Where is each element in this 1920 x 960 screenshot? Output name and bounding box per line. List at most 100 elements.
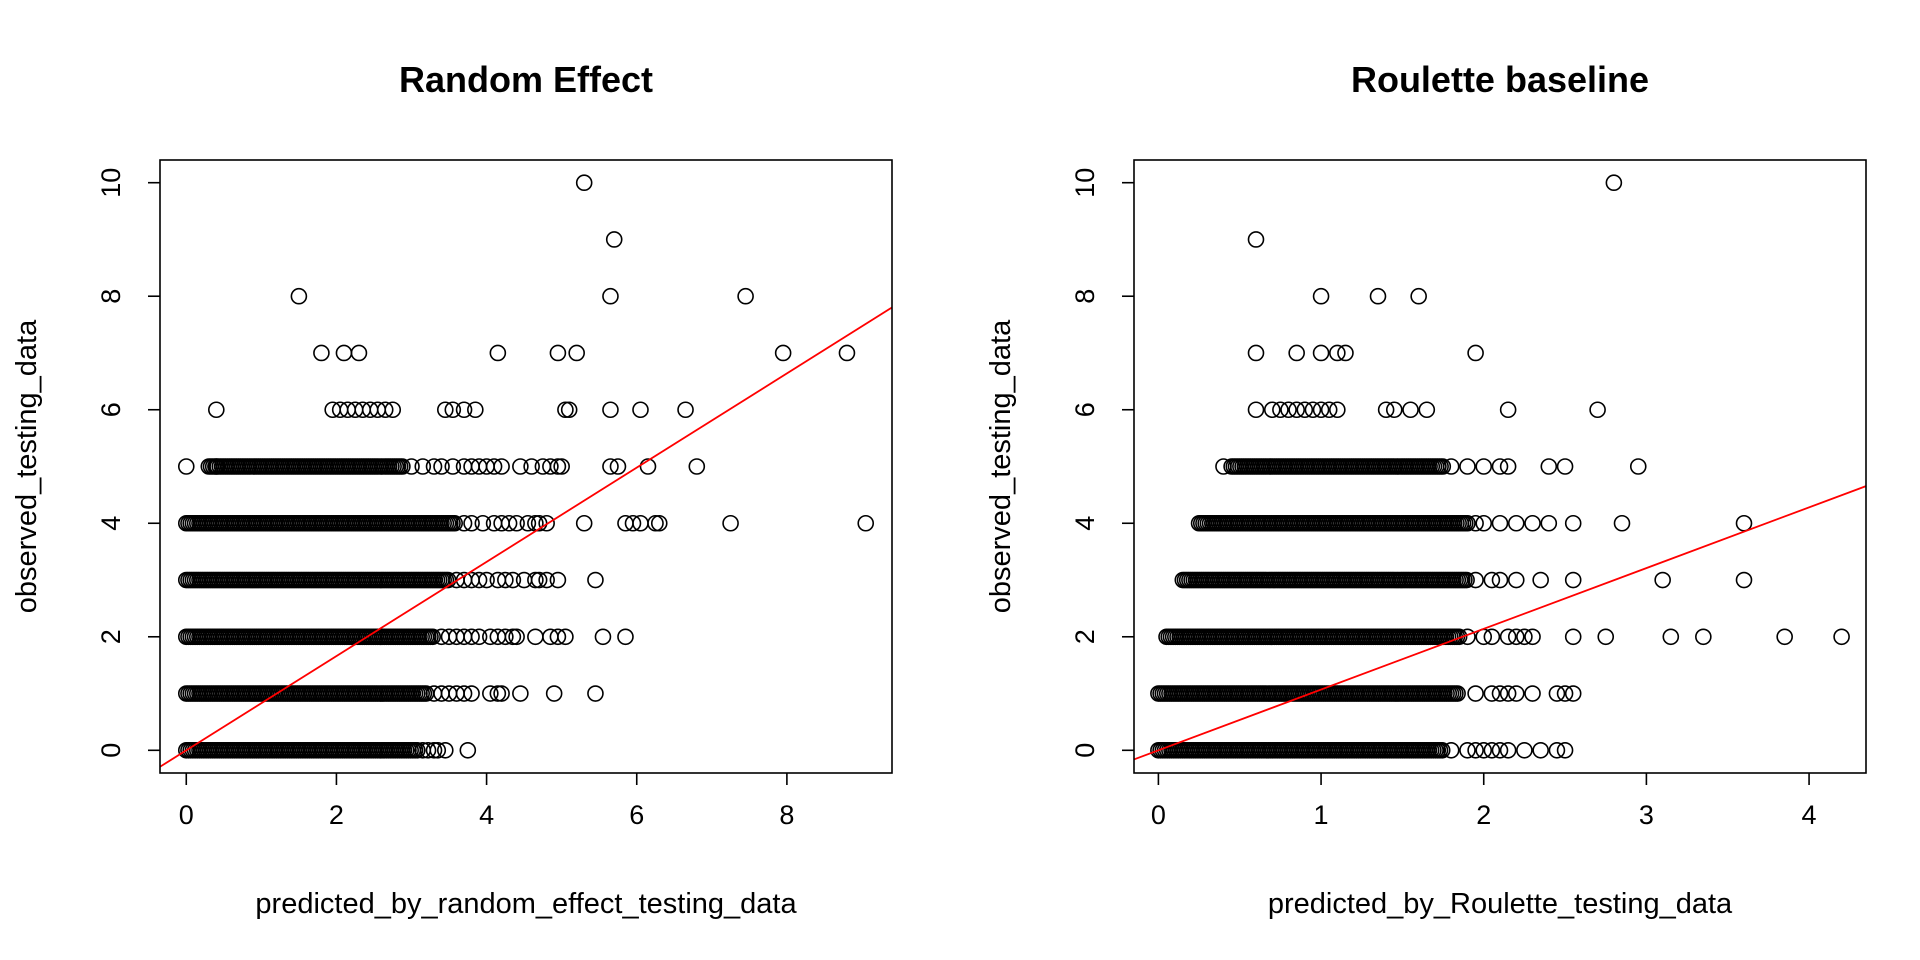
data-point <box>688 458 706 475</box>
data-point <box>560 401 578 419</box>
x-axis-label: predicted_by_Roulette_testing_data <box>1268 888 1733 920</box>
data-point <box>1329 344 1346 362</box>
data-point <box>1263 401 1281 419</box>
data-point <box>1695 628 1712 646</box>
data-point <box>350 344 368 362</box>
data-point <box>1548 741 1566 759</box>
y-tick-label: 4 <box>96 516 126 531</box>
data-point <box>478 571 495 589</box>
data-point <box>1507 685 1525 702</box>
data-point <box>424 628 441 646</box>
data-point <box>545 685 563 702</box>
data-point <box>1312 287 1330 305</box>
data-point <box>446 514 463 532</box>
y-tick-label: 0 <box>96 743 126 758</box>
data-point <box>523 458 540 475</box>
data-point <box>527 571 544 589</box>
data-point <box>455 514 473 532</box>
data-point <box>1459 741 1476 759</box>
data-point <box>587 685 604 702</box>
data-point <box>1247 231 1265 248</box>
data-point <box>1312 344 1330 362</box>
data-point <box>1337 344 1354 362</box>
data-point <box>542 458 559 475</box>
data-point <box>549 458 567 475</box>
data-point <box>1605 174 1623 192</box>
data-point <box>1491 685 1509 702</box>
x-tick-label: 6 <box>629 800 644 830</box>
data-point <box>313 344 330 362</box>
data-point <box>1499 401 1517 419</box>
data-point <box>549 571 567 589</box>
data-point <box>1467 514 1484 532</box>
data-point <box>500 514 518 532</box>
data-point <box>493 458 510 475</box>
data-point <box>1556 685 1574 702</box>
data-point <box>459 741 477 759</box>
data-point <box>177 458 195 475</box>
data-point <box>467 401 484 419</box>
data-point <box>1467 571 1484 589</box>
data-point <box>1385 401 1403 419</box>
x-tick-label: 8 <box>779 800 794 830</box>
data-point <box>512 458 529 475</box>
data-point <box>1833 628 1850 646</box>
data-point <box>1320 401 1338 419</box>
data-point <box>408 741 426 759</box>
data-point <box>538 571 555 589</box>
data-point <box>1483 741 1501 759</box>
chart-title: Random Effect <box>399 59 653 100</box>
y-tick-label: 0 <box>1070 743 1100 758</box>
data-point <box>376 401 394 419</box>
plot-frame <box>159 159 893 774</box>
data-point <box>436 741 454 759</box>
data-point <box>647 514 664 532</box>
data-point <box>429 741 447 759</box>
data-point <box>419 741 437 759</box>
data-point <box>1483 685 1501 702</box>
data-point <box>455 685 473 702</box>
data-point <box>1556 741 1574 759</box>
data-point <box>1613 514 1631 532</box>
data-point <box>208 401 225 419</box>
y-tick-label: 2 <box>96 629 126 644</box>
data-point <box>444 458 462 475</box>
data-point <box>602 401 619 419</box>
y-tick-label: 8 <box>1070 289 1100 304</box>
data-point <box>1483 571 1501 589</box>
data-point <box>857 514 875 532</box>
data-point <box>1450 628 1468 646</box>
data-point <box>1475 741 1493 759</box>
plot-frame <box>1133 159 1867 774</box>
data-point <box>470 571 488 589</box>
data-point <box>425 741 443 759</box>
data-point <box>1369 287 1387 305</box>
data-point <box>504 628 522 646</box>
data-point <box>575 514 593 532</box>
data-point <box>1304 401 1322 419</box>
panel-random-effect: Random Effect predicted_by_random_effect_… <box>11 59 893 920</box>
data-point <box>208 458 225 475</box>
scatter-points <box>1150 174 1850 759</box>
data-point <box>1312 401 1330 419</box>
scatter-points <box>177 174 875 759</box>
data-point <box>1516 741 1533 759</box>
data-point <box>1499 628 1517 646</box>
chart-title: Roulette baseline <box>1351 59 1649 100</box>
data-point <box>1433 741 1451 759</box>
data-point <box>1735 514 1753 532</box>
data-point <box>553 458 570 475</box>
data-point <box>1540 514 1558 532</box>
data-point <box>1516 628 1533 646</box>
data-point <box>549 628 567 646</box>
data-point <box>474 514 492 532</box>
data-point <box>594 628 612 646</box>
x-tick-label: 2 <box>329 800 344 830</box>
data-point <box>1272 401 1289 419</box>
data-point <box>444 401 462 419</box>
data-point <box>1532 571 1549 589</box>
data-point <box>1467 741 1484 759</box>
data-point <box>609 458 627 475</box>
data-point <box>1458 571 1475 589</box>
data-point <box>1629 458 1647 475</box>
